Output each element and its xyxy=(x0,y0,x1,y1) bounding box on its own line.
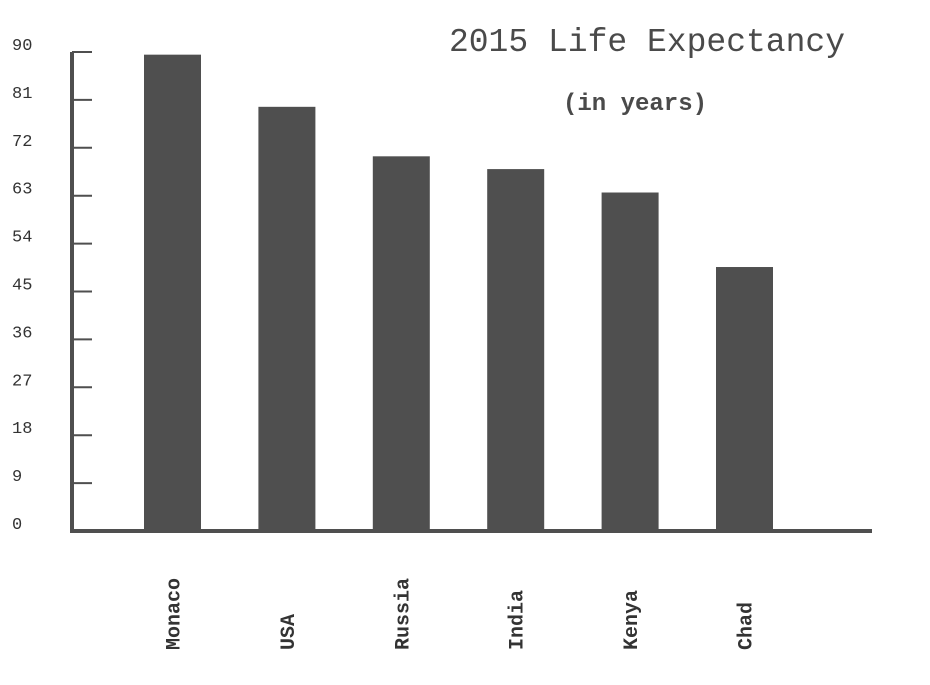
x-category-label: Monaco xyxy=(164,578,187,650)
x-category-label: Kenya xyxy=(621,590,644,650)
bar-india xyxy=(487,169,545,532)
y-tick-label: 27 xyxy=(12,372,32,391)
y-tick-label: 90 xyxy=(12,37,32,56)
x-category-label: USA xyxy=(278,614,301,650)
y-tick-label: 9 xyxy=(12,468,22,487)
y-tick-label: 81 xyxy=(12,85,32,104)
y-tick-label: 36 xyxy=(12,324,32,343)
y-tick-label: 63 xyxy=(12,181,32,200)
y-tick-label: 0 xyxy=(12,516,22,535)
bar-usa xyxy=(258,106,316,532)
bar-russia xyxy=(372,156,430,531)
y-tick-label: 18 xyxy=(12,420,32,439)
chart-title: 2015 Life Expectancy xyxy=(449,24,845,61)
x-category-label: Chad xyxy=(736,602,759,650)
bars xyxy=(144,54,773,532)
y-axis: 0 9 18 27 36 45 54 63 72 81 90 xyxy=(12,37,92,535)
bar-monaco xyxy=(144,54,201,532)
y-tick-label: 45 xyxy=(12,277,32,296)
bar-kenya xyxy=(601,192,659,532)
bar-chad xyxy=(716,267,773,531)
x-category-label: India xyxy=(507,590,530,650)
y-tick-label: 72 xyxy=(12,133,32,152)
y-tick-label: 54 xyxy=(12,229,32,248)
chart-subtitle: (in years) xyxy=(563,91,707,118)
x-axis-labels: Monaco USA Russia India Kenya Chad xyxy=(164,578,759,650)
x-category-label: Russia xyxy=(392,578,415,650)
